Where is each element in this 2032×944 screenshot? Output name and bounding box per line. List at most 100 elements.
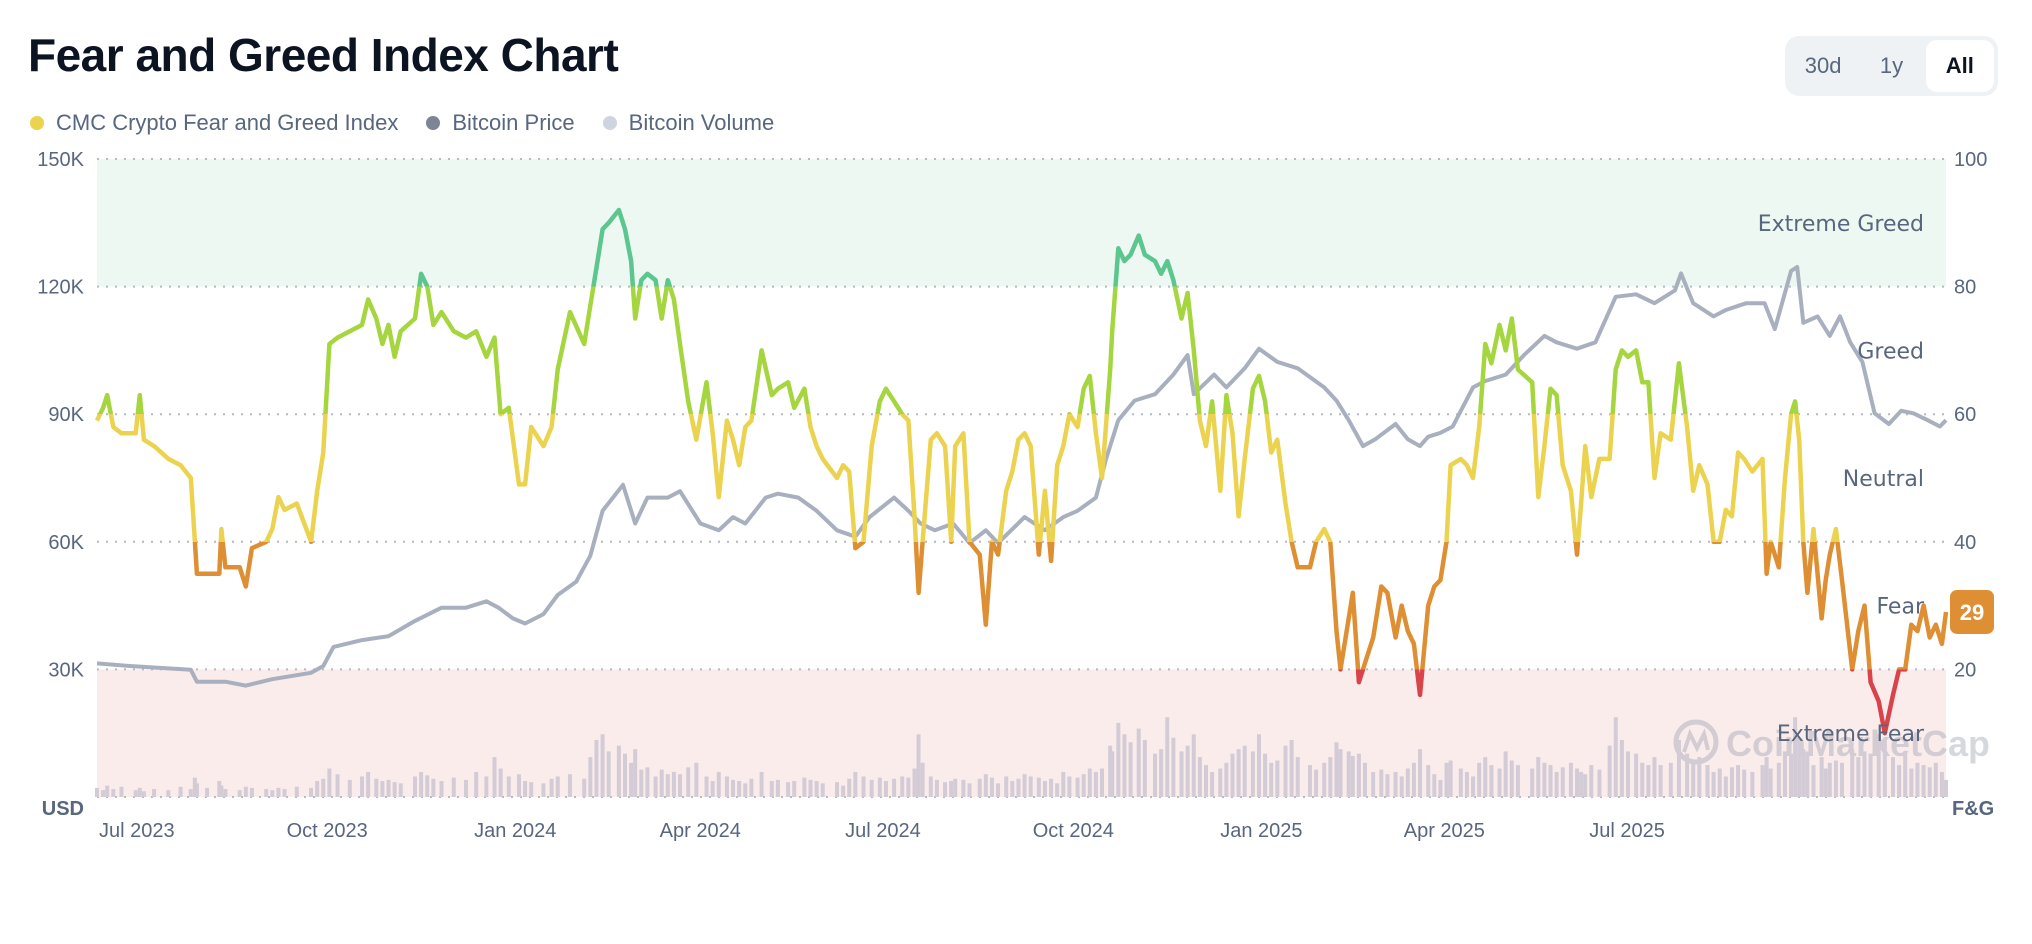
volume-bar xyxy=(1230,753,1235,797)
x-axis-tick: Oct 2024 xyxy=(1033,820,1114,842)
volume-bar xyxy=(425,775,430,797)
volume-bar xyxy=(1903,753,1908,797)
right-axis-tick: 100 xyxy=(1954,149,1987,171)
left-axis-tick: 90K xyxy=(48,404,84,426)
x-axis-tick: Jul 2023 xyxy=(99,820,175,842)
volume-bar xyxy=(192,777,197,797)
volume-bar xyxy=(671,771,676,797)
volume-bar xyxy=(1850,749,1855,797)
x-axis-tick: Apr 2025 xyxy=(1404,820,1485,842)
volume-bar xyxy=(853,771,858,797)
volume-bar xyxy=(1554,771,1559,797)
volume-bar xyxy=(1022,774,1027,797)
volume-bar xyxy=(1036,777,1041,797)
volume-bar xyxy=(1927,767,1932,797)
volume-bar xyxy=(906,777,911,797)
volume-bar xyxy=(141,791,146,797)
volume-bar xyxy=(1464,771,1469,797)
volume-bar xyxy=(101,790,106,797)
volume-bar xyxy=(869,779,874,797)
volume-bar xyxy=(1128,742,1133,797)
volume-bar xyxy=(1289,740,1294,797)
right-axis-tick: 20 xyxy=(1954,659,1976,681)
volume-bar xyxy=(217,781,222,797)
volume-bar xyxy=(1856,757,1861,797)
volume-bar xyxy=(492,757,497,797)
volume-bar xyxy=(335,774,340,797)
range-1y-button[interactable]: 1y xyxy=(1879,53,1904,78)
volume-bar xyxy=(1171,737,1176,797)
range-30d-button[interactable]: 30d xyxy=(1804,53,1842,78)
coinmarketcap-logo-mark xyxy=(1682,728,1710,753)
volume-bar xyxy=(567,774,572,797)
right-axis-label: F&G xyxy=(1952,798,1994,820)
volume-bar xyxy=(1307,765,1312,797)
legend-item-fear-greed[interactable]: CMC Crypto Fear and Greed Index xyxy=(30,110,398,136)
left-axis-tick: 60K xyxy=(48,532,84,554)
volume-bar xyxy=(1811,765,1816,797)
volume-bar xyxy=(861,776,866,797)
volume-bar xyxy=(934,779,939,797)
volume-bar xyxy=(600,734,605,797)
volume-bar xyxy=(920,762,925,797)
volume-bar xyxy=(1295,757,1300,797)
volume-bar xyxy=(629,762,634,797)
volume-bar xyxy=(694,762,699,797)
volume-bar xyxy=(188,789,193,797)
volume-bar xyxy=(582,778,587,797)
volume-bar xyxy=(327,768,332,797)
volume-bar xyxy=(1915,762,1920,797)
volume-bar xyxy=(1371,771,1376,797)
volume-bar xyxy=(549,778,554,797)
volume-bar xyxy=(1497,768,1502,797)
volume-bar xyxy=(1625,751,1630,797)
volume-bar xyxy=(977,778,982,797)
volume-bar xyxy=(237,790,242,797)
volume-bar xyxy=(474,771,479,797)
left-axis-label: USD xyxy=(42,798,84,820)
volume-bar xyxy=(1921,765,1926,797)
volume-bar xyxy=(1322,762,1327,797)
legend-item-bitcoin-volume[interactable]: Bitcoin Volume xyxy=(602,110,775,136)
volume-bar xyxy=(847,778,852,797)
zone-band-extreme-greed xyxy=(97,159,1946,287)
volume-bar xyxy=(1782,751,1787,797)
volume-bar xyxy=(1179,751,1184,797)
volume-bar xyxy=(645,767,650,797)
legend-item-bitcoin-price[interactable]: Bitcoin Price xyxy=(426,110,575,136)
legend-label: Bitcoin Volume xyxy=(628,110,775,135)
volume-bar xyxy=(1218,768,1223,797)
volume-bar xyxy=(1897,765,1902,797)
volume-bar xyxy=(769,781,774,797)
volume-bar xyxy=(360,776,365,797)
volume-bar xyxy=(439,781,444,797)
volume-bar xyxy=(639,769,644,797)
volume-bar xyxy=(1028,776,1033,797)
volume-bar xyxy=(996,783,1001,797)
volume-bar xyxy=(1589,765,1594,797)
volume-bar xyxy=(111,789,116,797)
range-toggle: 30d 1y All xyxy=(1785,36,1998,96)
volume-bar xyxy=(1346,751,1351,797)
volume-bar xyxy=(1876,734,1881,797)
volume-bar xyxy=(1668,762,1673,797)
volume-bar xyxy=(419,771,424,797)
legend-dot-bitcoin-price xyxy=(426,116,441,130)
volume-bar xyxy=(1827,762,1832,797)
current-value-text: 29 xyxy=(1960,600,1984,625)
right-axis-tick: 60 xyxy=(1954,404,1976,426)
volume-bar xyxy=(498,768,503,797)
volume-bar xyxy=(282,789,287,797)
zone-label-fear: Fear xyxy=(1876,595,1924,620)
volume-bar xyxy=(249,787,254,797)
x-axis-tick: Apr 2024 xyxy=(660,820,741,842)
volume-bar xyxy=(1882,740,1887,797)
volume-bar xyxy=(1432,774,1437,797)
volume-bar xyxy=(1862,751,1867,797)
volume-bar xyxy=(883,781,888,797)
volume-bar xyxy=(594,740,599,797)
volume-bar xyxy=(961,779,966,797)
volume-bar xyxy=(943,782,948,797)
volume-bar xyxy=(983,774,988,797)
range-all-button[interactable]: All xyxy=(1925,40,1994,92)
